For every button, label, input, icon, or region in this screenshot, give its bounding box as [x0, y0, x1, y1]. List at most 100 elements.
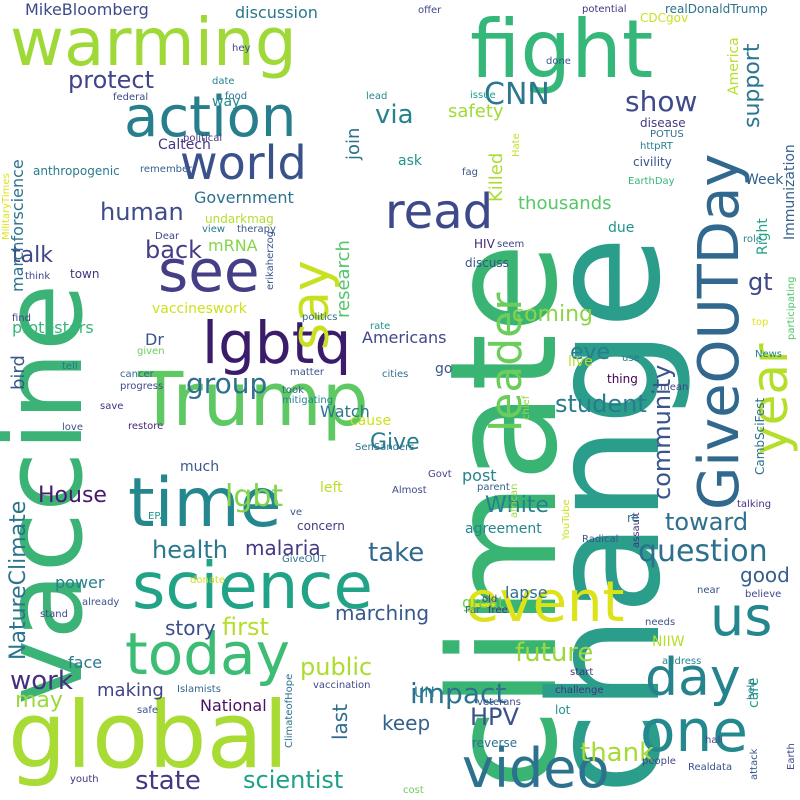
cloud-word: believe	[745, 589, 782, 600]
cloud-word: making	[97, 680, 164, 701]
cloud-word: warming	[10, 4, 297, 81]
cloud-word: MikeBloomberg	[25, 0, 149, 19]
cloud-word: join	[343, 127, 364, 160]
cloud-word: address	[662, 656, 702, 667]
cloud-word: re	[627, 511, 640, 525]
cloud-word: say	[281, 260, 341, 350]
cloud-word: political	[183, 133, 223, 144]
cloud-word: town	[70, 267, 100, 281]
cloud-word: vaccination	[313, 680, 371, 691]
cloud-word: safety	[448, 101, 504, 122]
cloud-word: GiveOUT	[282, 554, 326, 565]
cloud-word: first	[222, 613, 269, 641]
cloud-word: matter	[290, 367, 324, 378]
cloud-word: great	[462, 593, 505, 612]
cloud-word: chief	[521, 395, 532, 420]
cloud-word: Far	[465, 605, 481, 616]
cloud-word: potential	[582, 4, 627, 15]
cloud-word: MilitaryTimes	[1, 173, 12, 240]
cloud-word: old	[482, 594, 498, 605]
cloud-word: Immunization	[782, 144, 798, 240]
cloud-word: done	[546, 56, 571, 67]
cloud-word: federal	[113, 92, 149, 103]
cloud-word: mitigating	[282, 395, 334, 406]
cloud-word: agreement	[465, 521, 542, 537]
cloud-word: House	[38, 483, 107, 508]
cloud-word: EPA	[148, 511, 167, 522]
cloud-word: support	[740, 43, 765, 128]
cloud-word: HIV	[474, 237, 495, 251]
cloud-word: protect	[68, 66, 155, 94]
cloud-word: near	[697, 585, 720, 596]
cloud-word: due	[608, 220, 635, 236]
cloud-word: Killed	[486, 152, 507, 202]
cloud-word: News	[755, 349, 783, 360]
cloud-word: erikaherzog	[265, 230, 276, 290]
cloud-word: toward	[665, 508, 749, 536]
cloud-word: remember	[140, 164, 193, 175]
cloud-word: thank	[580, 738, 655, 768]
cloud-word: Trump	[138, 357, 369, 443]
cloud-word: one	[640, 697, 748, 765]
cloud-word: POTUS	[650, 129, 684, 140]
cloud-word: use	[622, 353, 640, 364]
cloud-word: Watch	[320, 402, 370, 421]
cloud-word: marching	[335, 601, 430, 625]
cloud-word: Islamists	[177, 684, 221, 695]
cloud-word: live	[568, 354, 593, 370]
cloud-word: post	[462, 466, 497, 485]
cloud-word: seem	[497, 239, 525, 250]
cloud-word: httpRT	[640, 141, 673, 152]
cloud-word: bird	[8, 355, 29, 390]
cloud-word: fag	[462, 167, 478, 178]
cloud-word: face	[68, 653, 103, 672]
cloud-word: anthropogenic	[33, 164, 120, 178]
cloud-word: us	[710, 585, 773, 648]
cloud-word: human	[100, 198, 184, 226]
cloud-word: scientist	[243, 766, 344, 794]
cloud-word: lgbt	[225, 479, 284, 514]
cloud-word: safe	[137, 705, 159, 716]
cloud-word: thing	[607, 372, 638, 386]
cloud-word: question	[638, 534, 768, 569]
cloud-word: think	[25, 271, 51, 282]
cloud-word: NIIW	[652, 634, 685, 650]
cloud-word: role	[743, 234, 762, 245]
cloud-word: stand	[40, 609, 68, 620]
cloud-word: given	[137, 346, 165, 357]
cloud-word: undarkmag	[205, 212, 274, 226]
cloud-word: parent	[477, 482, 510, 493]
cloud-word: event	[465, 570, 625, 635]
cloud-word: read	[385, 184, 494, 240]
cloud-word: people	[642, 756, 676, 767]
cloud-word: cities	[382, 369, 409, 380]
cloud-word: food	[225, 91, 248, 102]
cloud-word: start	[570, 667, 594, 678]
cloud-word: talking	[737, 499, 772, 510]
cloud-word: talk	[12, 243, 53, 268]
cloud-word: way	[212, 94, 241, 110]
cloud-word: CDCgov	[640, 11, 689, 25]
cloud-word: concern	[297, 519, 345, 533]
cloud-word: may	[15, 688, 63, 713]
cloud-word: Earth	[786, 743, 797, 770]
cloud-word: marchforscience	[8, 159, 27, 292]
cloud-word: Government	[194, 188, 294, 207]
cloud-word: disease	[640, 116, 686, 130]
cloud-word: HPV	[470, 703, 519, 731]
cloud-word: eye	[570, 340, 611, 365]
cloud-word: Dr	[145, 330, 164, 349]
cloud-word: White	[485, 493, 549, 518]
cloud-word: world	[180, 136, 307, 190]
cloud-word: Caltech	[158, 137, 211, 153]
cloud-word: free	[488, 605, 508, 616]
cloud-word: research	[333, 240, 354, 318]
cloud-word: coming	[512, 302, 594, 327]
cloud-word: Realdata	[688, 762, 733, 773]
cloud-word: Hate	[511, 133, 522, 157]
cloud-word: date	[212, 76, 235, 87]
cloud-word: top	[752, 317, 769, 328]
cloud-word: power	[55, 573, 105, 592]
cloud-word: cost	[403, 785, 424, 796]
cloud-word: group	[186, 367, 268, 400]
